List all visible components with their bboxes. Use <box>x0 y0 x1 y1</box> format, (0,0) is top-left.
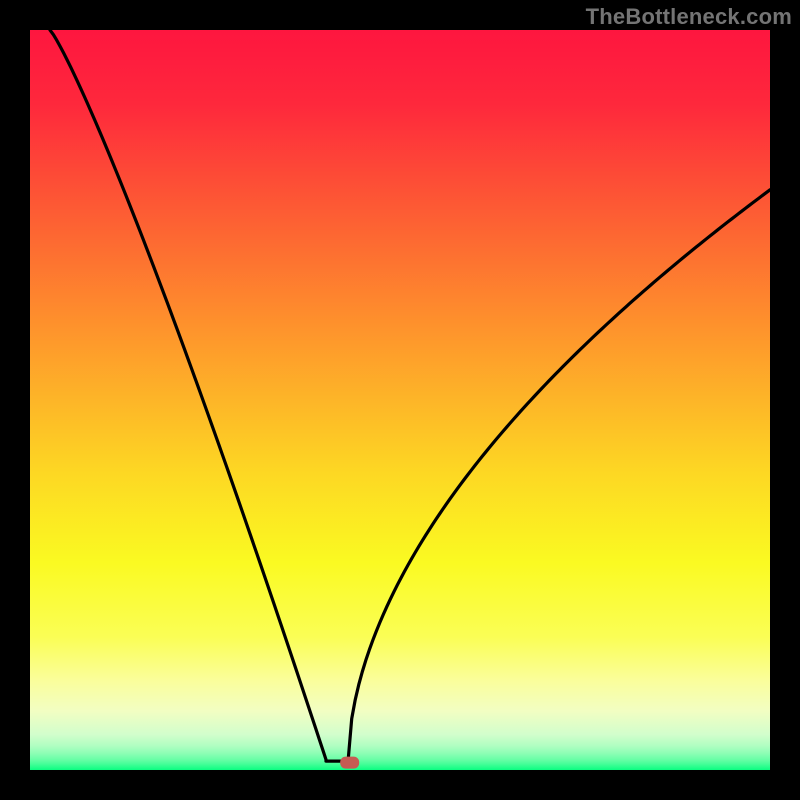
plot-area <box>30 30 770 770</box>
watermark-label: TheBottleneck.com <box>586 4 792 29</box>
chart-frame: TheBottleneck.com <box>0 0 800 800</box>
gradient-background <box>30 30 770 770</box>
plot-svg <box>30 30 770 770</box>
watermark-text: TheBottleneck.com <box>586 4 792 30</box>
optimum-marker <box>340 757 359 769</box>
